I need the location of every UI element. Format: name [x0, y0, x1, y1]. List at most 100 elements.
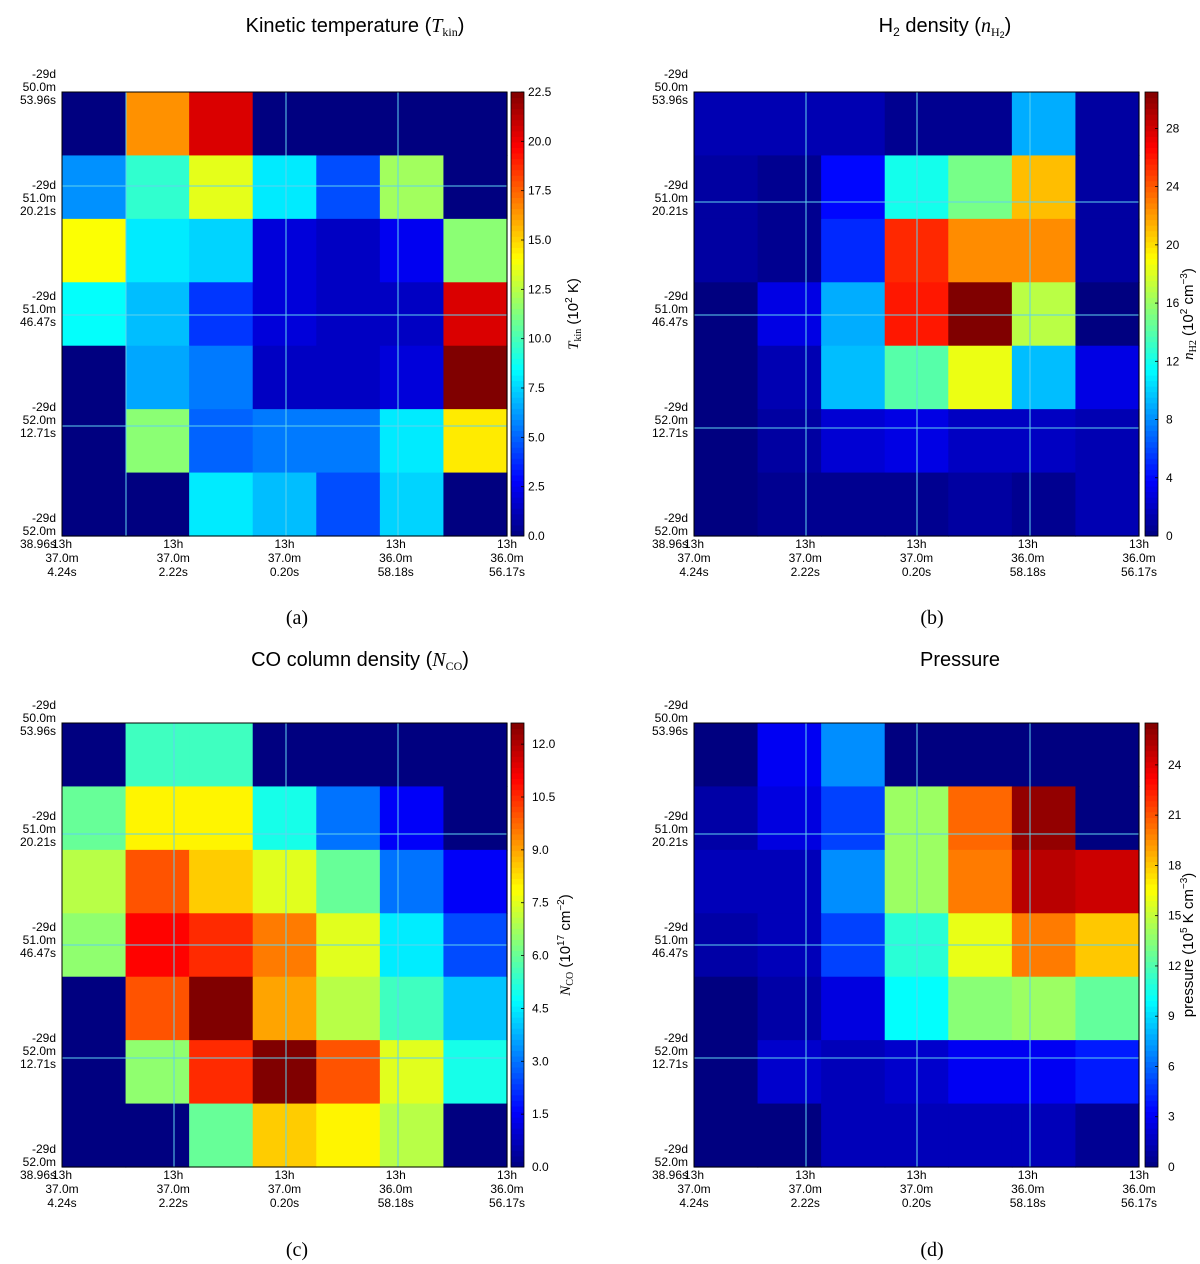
colorbar-segment	[511, 1105, 524, 1112]
colorbar-segment	[1145, 978, 1158, 985]
heatmap-cell	[821, 976, 886, 1041]
colorbar-segment	[1145, 761, 1158, 768]
colorbar-segment	[1145, 745, 1158, 752]
colorbar-segment	[1145, 380, 1158, 387]
colorbar-segment	[1145, 1033, 1158, 1040]
heatmap-cell	[62, 155, 127, 220]
heatmap-cell	[694, 155, 759, 220]
colorbar-segment	[511, 778, 524, 785]
heatmap-cell	[694, 345, 759, 410]
heatmap-cell	[948, 92, 1013, 157]
colorbar-segment	[511, 845, 524, 852]
heatmap-cell	[757, 472, 822, 537]
panel-d-label: (d)	[920, 1239, 943, 1261]
heatmap-cell	[316, 786, 381, 851]
colorbar-segment	[1145, 1072, 1158, 1079]
heatmap-cell	[443, 282, 508, 347]
colorbar-segment	[1145, 92, 1158, 99]
panel-d-frame	[693, 722, 1140, 1168]
heatmap-cell	[1011, 282, 1077, 347]
colorbar-segment	[1145, 1139, 1158, 1146]
panel-b-title: H2 density (nH2)	[879, 15, 1012, 40]
colorbar-segment	[1145, 789, 1158, 796]
colorbar-tick-label: 10.5	[532, 790, 556, 804]
colorbar-tick-label: 16	[1166, 296, 1180, 310]
heatmap-cell	[379, 1040, 445, 1105]
panel-c-title: CO column density (NCO)	[251, 649, 469, 673]
colorbar-segment	[1145, 169, 1158, 176]
heatmap-cell	[62, 409, 127, 474]
colorbar-segment	[511, 191, 524, 198]
colorbar-segment	[1145, 441, 1158, 448]
heatmap-cell	[189, 723, 254, 788]
colorbar-segment	[1145, 413, 1158, 420]
panel-d-gridlines	[694, 723, 1139, 1167]
colorbar-segment	[511, 789, 524, 796]
heatmap-cell	[189, 218, 254, 283]
heatmap-cell	[62, 849, 127, 914]
panel-b-gridlines	[694, 92, 1139, 536]
heatmap-cell	[62, 786, 127, 851]
heatmap-cell	[757, 409, 822, 474]
panel-d-colorbar: 0 3 6 9 12 15 18 21 24	[1144, 722, 1182, 1174]
colorbar-segment	[511, 839, 524, 846]
heatmap-cell	[1011, 976, 1077, 1041]
colorbar-segment	[511, 358, 524, 365]
colorbar-segment	[511, 922, 524, 929]
colorbar-segment	[511, 130, 524, 137]
heatmap-cell	[948, 849, 1013, 914]
colorbar-tick-label: 8	[1166, 413, 1173, 427]
colorbar-segment	[511, 1089, 524, 1096]
heatmap-cell	[252, 849, 317, 914]
colorbar-segment	[511, 834, 524, 841]
colorbar-segment	[511, 114, 524, 121]
colorbar-segment	[511, 784, 524, 791]
colorbar-segment	[1145, 125, 1158, 132]
colorbar-segment	[511, 208, 524, 215]
colorbar-segment	[511, 961, 524, 968]
heatmap-cell	[694, 1103, 759, 1168]
colorbar-segment	[1145, 1022, 1158, 1029]
heatmap-cell	[1075, 786, 1140, 851]
y-tick-label: -29d 52.0m 38.96s	[20, 511, 56, 551]
colorbar-segment	[511, 1033, 524, 1040]
heatmap-cell	[125, 849, 190, 914]
colorbar-segment	[511, 158, 524, 165]
heatmap-cell	[443, 786, 508, 851]
colorbar-segment	[1145, 241, 1158, 248]
colorbar-segment	[1145, 103, 1158, 110]
colorbar-segment	[1145, 961, 1158, 968]
colorbar-segment	[1145, 1011, 1158, 1018]
colorbar-segment	[511, 308, 524, 315]
y-tick-label: -29d 51.0m 46.47s	[652, 920, 688, 960]
colorbar-segment	[1145, 983, 1158, 990]
heatmap-cell	[694, 218, 759, 283]
heatmap-cell	[1075, 282, 1140, 347]
colorbar-tick-label: 21	[1168, 808, 1182, 822]
heatmap-cell	[948, 282, 1013, 347]
colorbar-segment	[1145, 728, 1158, 735]
colorbar-segment	[1145, 291, 1158, 298]
y-tick-label: -29d 52.0m 12.71s	[20, 400, 56, 440]
heatmap-cell	[252, 92, 317, 157]
colorbar-segment	[1145, 402, 1158, 409]
colorbar-segment	[1145, 1133, 1158, 1140]
colorbar-segment	[1145, 994, 1158, 1001]
colorbar-segment	[1145, 1128, 1158, 1135]
heatmap-cell	[443, 218, 508, 283]
colorbar-segment	[511, 817, 524, 824]
colorbar-segment	[1145, 408, 1158, 415]
panel-a-axis-ticks: 13h 37.0m 4.24s 13h 37.0m 2.22s 13h 37.0m 0.20s 1…	[20, 67, 525, 579]
colorbar-segment	[1145, 319, 1158, 326]
colorbar-segment	[1145, 933, 1158, 940]
heatmap-cell	[948, 345, 1013, 410]
colorbar-segment	[511, 1006, 524, 1013]
heatmap-cell	[252, 282, 317, 347]
heatmap-cell	[821, 472, 886, 537]
colorbar-segment	[1145, 1050, 1158, 1057]
colorbar-segment	[511, 989, 524, 996]
colorbar-segment	[511, 147, 524, 154]
colorbar-segment	[511, 458, 524, 465]
heatmap-cell	[694, 92, 759, 157]
panel-a-colorbar-label: Tkin (102 K)	[564, 278, 584, 350]
